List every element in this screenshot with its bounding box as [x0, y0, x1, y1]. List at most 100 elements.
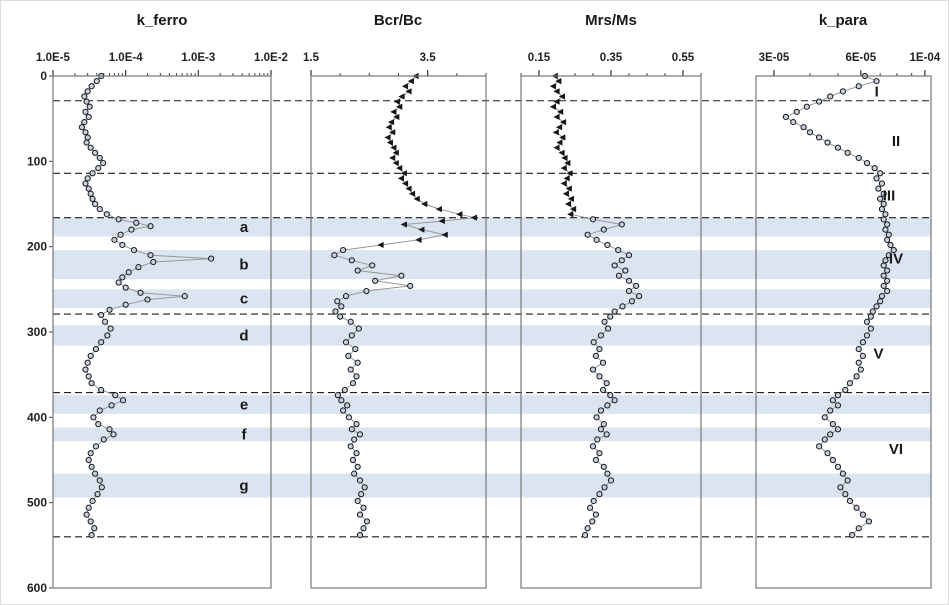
axis-tick-label: 0.35 [600, 52, 623, 64]
axis-tick-label: 1.0E-4 [109, 52, 143, 64]
zone-band-g [53, 473, 931, 498]
data-point-triangle [456, 211, 463, 218]
data-point [98, 386, 105, 394]
data-point [619, 303, 626, 310]
data-point [834, 426, 842, 433]
data-point-triangle [396, 165, 403, 172]
data-point [842, 386, 849, 394]
data-point [89, 497, 96, 505]
data-point [607, 313, 614, 320]
data-point [85, 456, 92, 464]
data-point [342, 339, 350, 346]
data-point [356, 511, 364, 518]
data-point [806, 129, 814, 136]
data-point-triangle [567, 211, 574, 218]
data-point-triangle [553, 88, 560, 95]
data-point-triangle [401, 180, 409, 187]
data-point [625, 287, 633, 295]
data-point-triangle [396, 103, 403, 110]
data-point [95, 165, 102, 172]
data-point [821, 436, 828, 443]
zone-band-a [53, 217, 931, 237]
data-point [110, 431, 117, 438]
data-point-triangle [421, 200, 428, 208]
data-point [92, 149, 99, 156]
data-point-triangle [407, 78, 414, 85]
data-point [827, 407, 834, 414]
data-point-triangle [566, 170, 573, 177]
data-point-triangle [560, 165, 567, 172]
data-point [618, 257, 625, 264]
data-point [867, 325, 874, 332]
data-point [877, 170, 884, 177]
data-point [338, 303, 345, 310]
axis-tick-label: 0.55 [672, 52, 695, 64]
data-point-triangle [441, 231, 448, 238]
data-point [871, 165, 878, 172]
data-point [137, 289, 144, 296]
depth-tick-label: 100 [27, 154, 47, 168]
data-point [354, 267, 361, 274]
data-point [87, 518, 94, 525]
depth-tick-label: 200 [27, 240, 47, 254]
data-point-triangle [393, 98, 400, 105]
data-point-triangle [387, 118, 395, 126]
data-point [147, 223, 154, 230]
data-point [345, 352, 352, 359]
data-point [793, 108, 800, 115]
data-point-triangle [569, 206, 577, 213]
data-point-triangle [389, 154, 396, 162]
data-point [348, 426, 355, 433]
data-point [885, 231, 892, 238]
data-point [877, 195, 884, 202]
data-point [78, 124, 86, 131]
data-point-triangle [438, 217, 445, 225]
data-point [100, 436, 107, 443]
data-point [90, 414, 97, 421]
data-point [600, 226, 607, 233]
data-point [601, 484, 608, 491]
data-point [104, 332, 111, 339]
data-point [597, 426, 605, 433]
data-point [88, 463, 95, 470]
data-point [115, 279, 122, 286]
data-point [147, 252, 154, 259]
data-point [863, 159, 871, 167]
data-point [849, 531, 856, 539]
data-point-triangle [565, 185, 572, 192]
data-point [122, 301, 129, 308]
data-point [844, 477, 851, 484]
data-point [119, 241, 126, 249]
data-point-triangle [559, 118, 567, 126]
data-point-triangle [559, 134, 566, 141]
data-point [589, 216, 597, 223]
data-point [837, 484, 844, 491]
data-point [100, 159, 107, 167]
data-point-triangle [413, 195, 420, 202]
series-line-mrs_ms [552, 75, 641, 536]
data-point-triangle [557, 108, 564, 115]
data-point [625, 277, 633, 284]
data-point [834, 144, 842, 151]
data-point [351, 436, 358, 443]
data-point [85, 504, 92, 511]
data-point [615, 272, 623, 279]
data-point [877, 298, 884, 305]
data-point [600, 421, 607, 428]
data-point [341, 386, 348, 394]
data-point [834, 402, 842, 409]
data-point [611, 308, 618, 315]
data-point [859, 339, 867, 346]
data-point [605, 325, 612, 332]
data-point-triangle [390, 144, 397, 151]
zone-band-d [53, 325, 931, 346]
data-point [590, 339, 597, 346]
data-point [98, 484, 105, 491]
data-point-triangle [558, 93, 565, 100]
data-point [882, 257, 889, 264]
data-point [347, 318, 354, 325]
data-point [846, 380, 854, 387]
data-point [88, 531, 95, 539]
data-point-triangle [555, 124, 563, 131]
data-point [863, 318, 871, 325]
